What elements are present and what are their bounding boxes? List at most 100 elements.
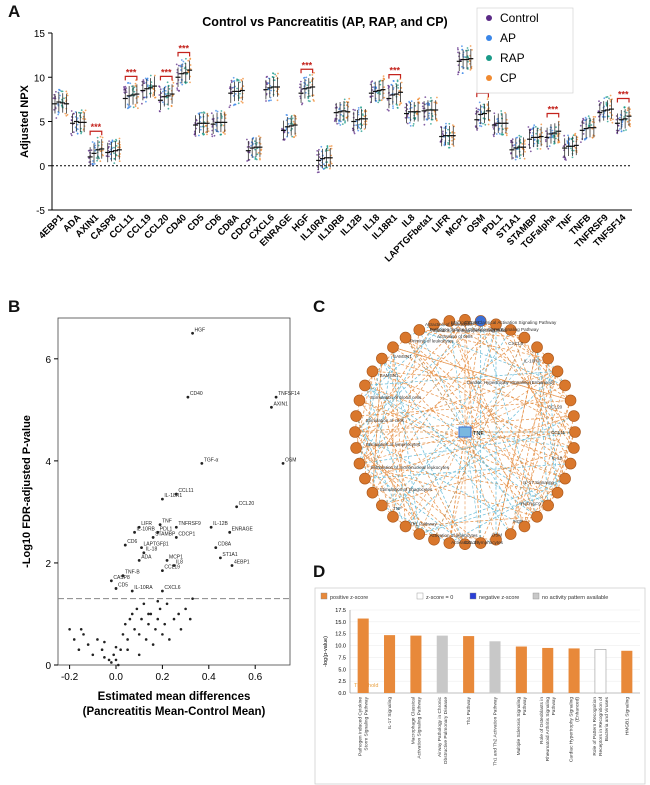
chart-a-data-point	[109, 153, 112, 156]
chart-a-data-point	[167, 107, 170, 110]
chart-a-data-point	[496, 118, 499, 121]
chart-d-bar	[568, 648, 580, 693]
chart-a-data-point	[487, 123, 490, 126]
chart-a-data-point	[237, 102, 240, 105]
chart-a-data-point	[516, 148, 519, 151]
chart-a-data-point	[242, 77, 244, 80]
chart-a-data-point	[400, 81, 403, 84]
chart-a-data-point	[492, 133, 495, 136]
chart-a-data-point	[131, 85, 133, 88]
chart-a-data-point	[215, 109, 217, 112]
chart-a-data-point	[137, 107, 139, 110]
chart-a-data-point	[189, 58, 192, 60]
chart-a-data-point	[291, 127, 293, 130]
chart-a-data-point	[285, 114, 288, 116]
chart-a-data-point	[343, 98, 346, 101]
chart-a-data-point	[363, 123, 365, 125]
chart-a-data-point	[96, 136, 99, 139]
chart-a-data-point	[312, 94, 315, 97]
chart-a-data-point	[529, 150, 532, 153]
chart-a-data-point	[158, 101, 161, 103]
chart-a-data-point	[237, 79, 240, 82]
chart-a-data-point	[329, 167, 331, 170]
chart-a-data-point	[256, 153, 259, 156]
panel-label-a: A	[8, 2, 21, 21]
chart-a-data-point	[177, 64, 180, 67]
chart-a-data-point	[207, 114, 210, 117]
chart-a-data-point	[240, 79, 243, 81]
chart-a-data-point	[562, 156, 565, 159]
chart-a-y-tick-label: 5	[39, 118, 45, 129]
chart-a-data-point	[386, 99, 389, 101]
chart-a-data-point	[144, 77, 147, 80]
chart-a-data-point	[275, 75, 278, 77]
chart-a-data-point	[380, 99, 383, 102]
chart-a-data-point	[239, 92, 241, 95]
chart-a-data-point	[128, 106, 131, 109]
chart-a-data-point	[540, 123, 543, 126]
chart-a-data-point	[65, 90, 68, 93]
chart-a-data-point	[428, 112, 431, 115]
chart-a-data-point	[145, 100, 147, 103]
chart-a-data-point	[318, 156, 321, 159]
chart-a-data-point	[134, 103, 137, 106]
chart-a-data-point	[117, 142, 120, 145]
chart-a-data-point	[539, 148, 542, 150]
chart-a-data-point	[149, 74, 152, 77]
chart-a-data-point	[230, 79, 233, 82]
chart-a-data-point	[346, 116, 348, 119]
chart-a-data-point	[457, 71, 460, 74]
chart-a-data-point	[478, 119, 481, 121]
chart-a-data-point	[232, 86, 235, 89]
chart-a-data-point	[256, 142, 258, 144]
chart-a-data-point	[180, 69, 182, 71]
chart-a-data-point	[478, 108, 481, 111]
chart-a-data-point	[357, 107, 360, 109]
chart-d-x-tick-label: Airway Pathology in Chronic	[437, 696, 443, 757]
chart-d-x-tick-label: IL-17 Signaling	[387, 697, 393, 729]
chart-a-data-point	[371, 80, 374, 83]
chart-a-data-point	[326, 147, 329, 150]
chart-a-data-point	[383, 96, 386, 99]
chart-a-data-point	[511, 138, 514, 141]
chart-a-data-point	[80, 109, 83, 112]
chart-a-data-point	[505, 134, 508, 137]
chart-a-data-point	[211, 135, 214, 138]
chart-a-data-point	[76, 117, 79, 119]
chart-a-data-point	[428, 104, 431, 106]
chart-a-data-point	[360, 130, 363, 133]
chart-a-data-point	[108, 155, 110, 158]
chart-a-data-point	[482, 103, 485, 106]
chart-a-data-point	[505, 132, 508, 135]
chart-a-y-tick-label: -5	[36, 206, 45, 217]
chart-a-data-point	[276, 99, 279, 102]
chart-a-data-point	[80, 132, 82, 135]
chart-a-data-point	[478, 122, 481, 124]
chart-a-data-point	[571, 156, 574, 159]
chart-a-data-point	[99, 150, 102, 153]
chart-a-data-point	[102, 154, 104, 157]
chart-a-data-point	[260, 149, 262, 152]
chart-a-data-point	[216, 110, 219, 113]
chart-a-data-point	[396, 106, 399, 109]
chart-a-data-point	[477, 108, 480, 111]
chart-a-data-point	[316, 154, 318, 156]
chart-a-data-point	[287, 131, 290, 134]
chart-a-data-point	[339, 124, 342, 126]
chart-a-data-point	[555, 126, 557, 129]
chart-a-data-point	[164, 90, 167, 92]
chart-a-data-point	[265, 100, 267, 102]
chart-d-legend-label: no activity pattern available	[542, 595, 608, 601]
chart-a-data-point	[66, 94, 69, 97]
chart-a-data-point	[72, 112, 75, 115]
chart-a-data-point	[572, 149, 575, 152]
chart-a-data-point	[187, 59, 190, 62]
chart-a-data-point	[134, 105, 137, 108]
chart-a-data-point	[240, 100, 243, 103]
chart-a-data-point	[287, 123, 290, 125]
chart-a-data-point	[406, 114, 409, 116]
chart-a-data-point	[220, 110, 223, 112]
chart-a-data-point	[55, 90, 57, 93]
chart-a-data-point	[232, 76, 235, 79]
chart-a-data-point	[338, 122, 340, 125]
